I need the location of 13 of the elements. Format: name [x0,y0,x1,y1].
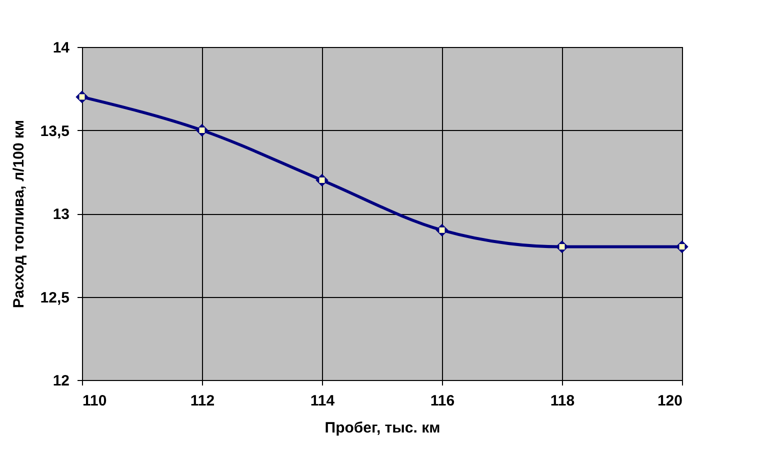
x-tick-label: 120 [657,392,682,410]
x-axis-title: Пробег, тыс. км [324,420,440,436]
y-tick-label: 12 [52,372,70,390]
y-axis-title: Расход топлива, л/100 км [10,120,28,308]
y-tick-label: 13 [52,206,70,223]
x-tick-label: 116 [430,392,455,410]
x-tick-label: 110 [82,392,107,410]
y-tick-label: 13,5 [40,122,70,140]
x-tick-label: 114 [310,392,336,410]
y-tick-label: 14 [52,40,70,56]
x-tick-label: 112 [190,392,215,410]
x-tick-label: 118 [550,392,575,410]
y-tick-label: 12,5 [40,289,70,306]
